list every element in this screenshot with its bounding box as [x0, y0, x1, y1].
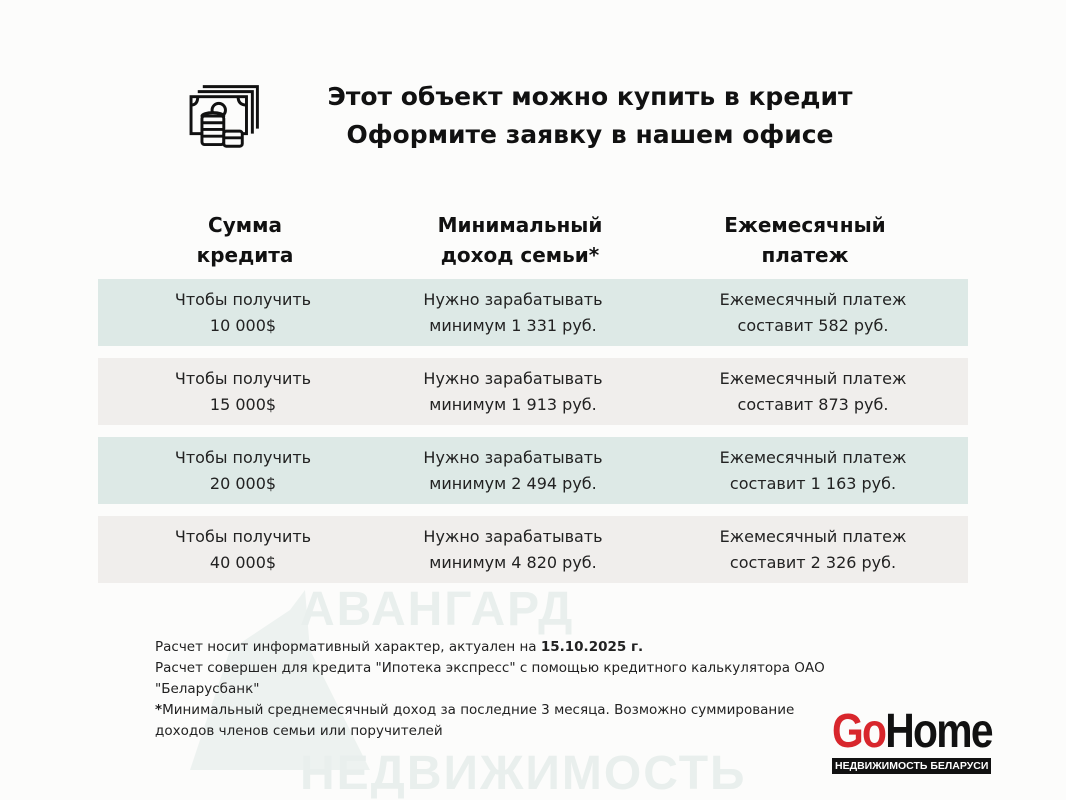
loan-amount-cell: Чтобы получить 10 000$	[174, 290, 312, 335]
loan-amount-cell: Чтобы получить 40 000$	[174, 527, 312, 572]
loan-amount-cell: Чтобы получить 15 000$	[174, 369, 312, 414]
money-coins-icon	[189, 85, 259, 148]
table-row: Чтобы получить 10 000$ Нужно зарабатывать м…	[98, 279, 968, 346]
note-line1: Расчет носит информативный характер, акт…	[155, 639, 541, 655]
watermark-emblem	[190, 590, 370, 770]
header-loan-amount: Сумма кредита	[196, 213, 294, 267]
header-min-income: Минимальный доход семьи*	[437, 213, 603, 267]
table-row: Чтобы получить 40 000$ Нужно зарабатывать м…	[98, 516, 968, 583]
table-row: Чтобы получить 15 000$ Нужно зарабатывать м…	[98, 358, 968, 425]
monthly-payment-cell: Ежемесячный платеж составит 873 руб.	[719, 369, 907, 414]
note-line2: Расчет совершен для кредита "Ипотека экс…	[155, 660, 825, 697]
min-income-cell: Нужно зарабатывать минимум 2 494 руб.	[423, 448, 603, 493]
title-line2: Оформите заявку в нашем офисе	[346, 120, 834, 149]
footnotes: Расчет носит информативный характер, акт…	[155, 637, 825, 742]
gohome-logo: GoHome НЕДВИЖИМОСТЬ БЕЛАРУСИ	[832, 705, 994, 774]
table-row: Чтобы получить 20 000$ Нужно зарабатывать м…	[98, 437, 968, 504]
monthly-payment-cell: Ежемесячный платеж составит 1 163 руб.	[719, 448, 907, 493]
monthly-payment-cell: Ежемесячный платеж составит 2 326 руб.	[719, 527, 907, 572]
title-line1: Этот объект можно купить в кредит	[327, 82, 853, 111]
watermark-line1: АВАНГАРД	[300, 583, 575, 636]
monthly-payment-cell: Ежемесячный платеж составит 582 руб.	[719, 290, 907, 335]
note-line3: Минимальный среднемесячный доход за посл…	[155, 702, 795, 739]
note-star: *	[155, 702, 163, 718]
header-monthly-payment: Ежемесячный платеж	[724, 213, 886, 267]
min-income-cell: Нужно зарабатывать минимум 1 913 руб.	[423, 369, 603, 414]
note-date: 15.10.2025 г.	[540, 639, 644, 655]
loan-amount-cell: Чтобы получить 20 000$	[174, 448, 312, 493]
min-income-cell: Нужно зарабатывать минимум 1 331 руб.	[423, 290, 603, 335]
watermark-line2: НЕДВИЖИМОСТЬ	[300, 747, 747, 800]
min-income-cell: Нужно зарабатывать минимум 4 820 руб.	[423, 527, 603, 572]
